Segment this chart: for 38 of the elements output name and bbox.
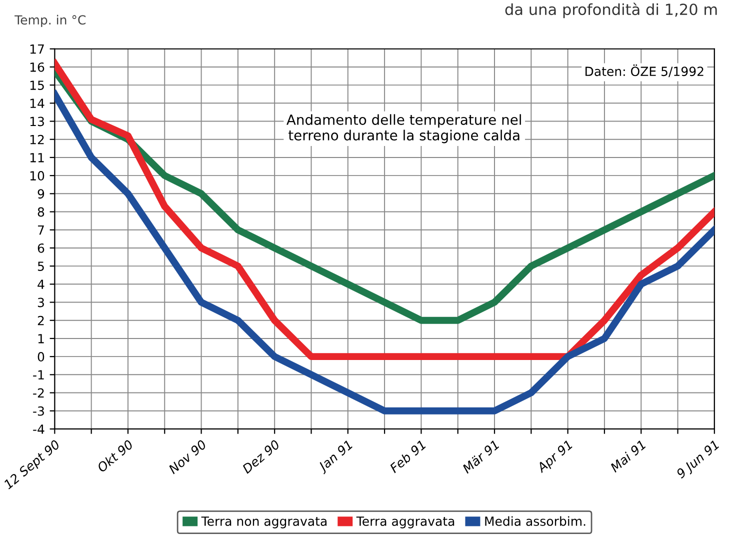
y-tick-label: 14 [30,98,44,108]
x-tick-label: Mär 91 [461,440,500,474]
x-tick-label: 9 Jun 91 [676,440,721,481]
y-tick-label: 16 [30,62,44,72]
annotation: Daten: ÖZE 5/1992 [586,64,704,78]
annotation: Andamento delle temperature nel terreno durante la stagione calda [286,114,521,144]
y-tick-label: 7 [38,226,44,235]
x-tick-label: Okt 90 [96,439,134,473]
y-tick-label: 3 [38,298,44,308]
y-tick-label: 13 [30,116,44,126]
y-tick-label: 10 [30,171,44,180]
x-tick-label: Apr 91 [536,440,574,476]
y-tick-label: 2 [38,316,44,326]
x-tick-label: Feb 91 [388,440,426,474]
y-axis-title: Temp. in °C [14,14,86,28]
y-tick-label: 11 [30,153,44,162]
y-tick-label: 15 [30,80,44,90]
y-tick-label: 12 [30,134,44,144]
y-tick-label: -2 [33,388,44,398]
x-tick-label: Mai 91 [609,440,646,473]
chart-subtitle: da una profondità di 1,20 m [505,2,717,18]
y-tick-label: -1 [33,370,44,380]
y-tick-label: 8 [38,207,44,217]
y-tick-label: 17 [30,44,44,54]
y-tick-label: 9 [38,189,44,199]
legend-label: Terra non aggravata [201,516,326,528]
x-tick-label: Dez 90 [241,439,280,474]
legend-label: Media assorbim. [485,516,586,526]
y-tick-label: 4 [38,280,44,289]
x-tick-label: Jan 91 [316,440,354,474]
y-tick-label: 0 [38,352,44,362]
x-tick-label: Nov 90 [168,439,208,474]
legend-label: Terra aggravata [356,516,454,528]
y-tick-label: 6 [38,243,44,253]
y-tick-label: -3 [33,406,44,416]
y-tick-label: 1 [38,334,44,344]
y-tick-label: 5 [38,262,44,271]
y-tick-label: -4 [33,424,44,434]
